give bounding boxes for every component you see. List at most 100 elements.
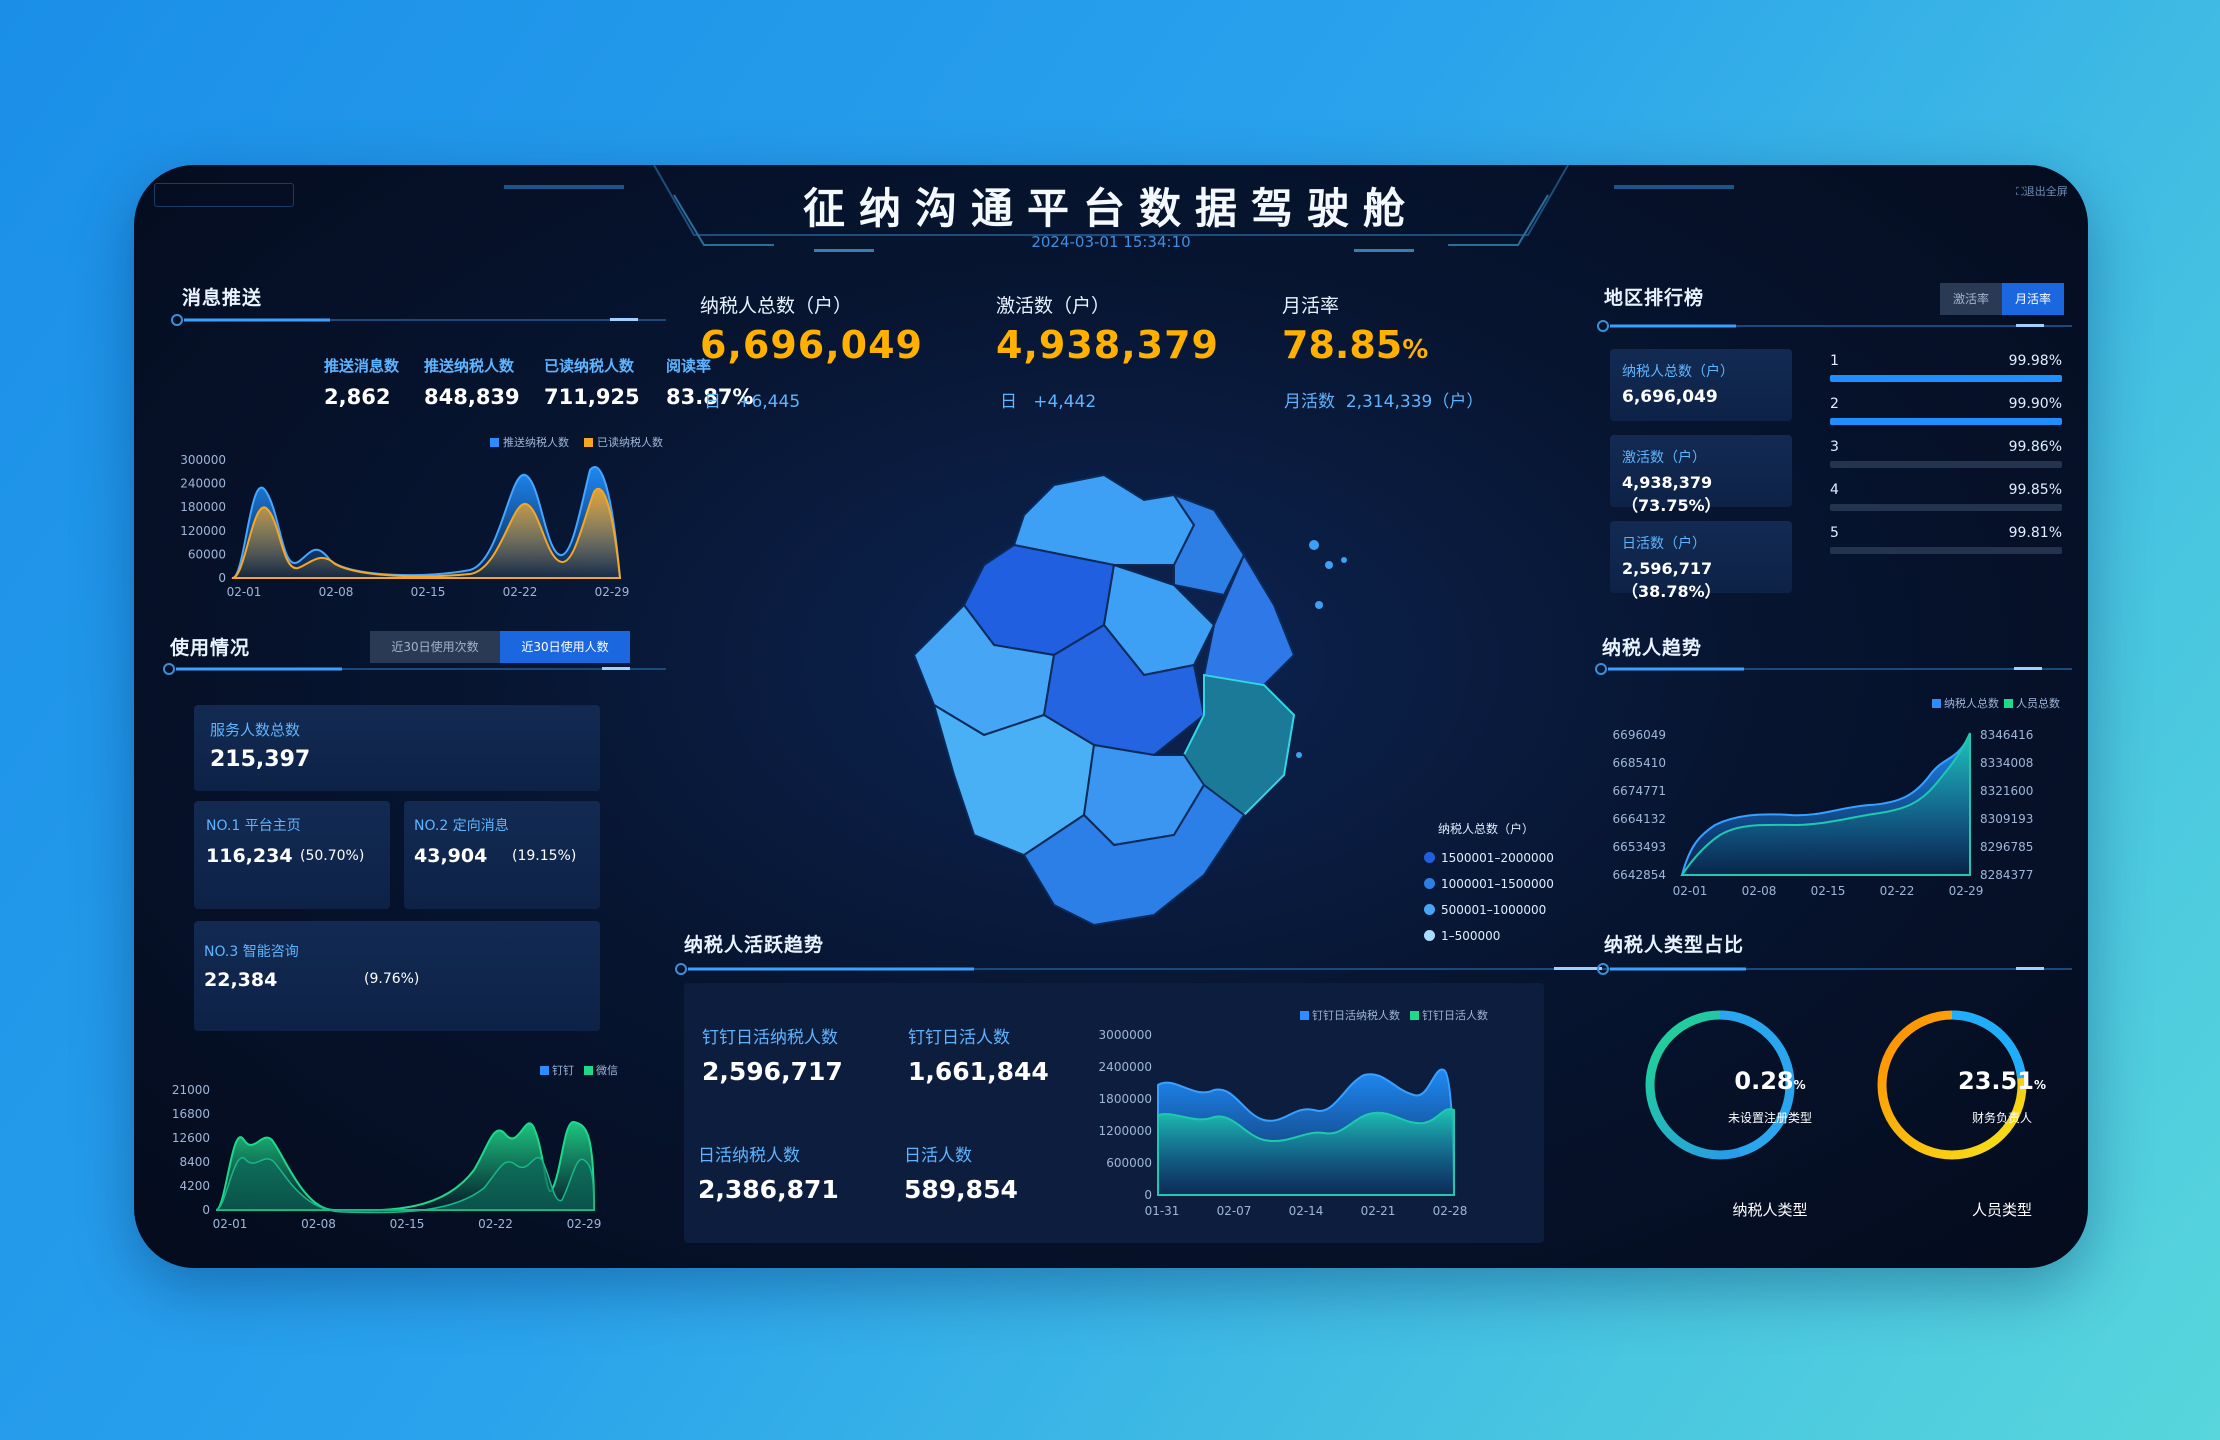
tab-monthly-rate[interactable]: 月活率 bbox=[2002, 283, 2064, 315]
region-rank-row[interactable]: 1 99.98% bbox=[1830, 353, 2062, 396]
region-select[interactable] bbox=[154, 183, 294, 207]
rank-percent: 99.90% bbox=[2008, 396, 2062, 412]
usage-rank-card: NO.1 平台主页 116,234 (50.70%) bbox=[194, 801, 390, 909]
region-rank-row[interactable]: 5 99.81% bbox=[1830, 525, 2062, 568]
x-tick-label: 02-08 bbox=[1742, 884, 1777, 898]
rank-number: 5 bbox=[1830, 525, 1839, 541]
fullscreen-icon: ⛶ bbox=[2016, 185, 2024, 198]
donut-value: 0.28% bbox=[1734, 1067, 1806, 1095]
rank-bar-track bbox=[1830, 547, 2062, 554]
map-legend-item[interactable]: 500001–1000000 bbox=[1424, 897, 1554, 923]
usage-rank-label: NO.3 智能咨询 bbox=[204, 944, 299, 960]
x-tick-label: 02-29 bbox=[1949, 884, 1984, 898]
y-tick-label: 6696049 bbox=[1613, 728, 1666, 742]
kpi-activated-day: 日 +4,442 bbox=[1000, 392, 1097, 412]
tab-activation-rate[interactable]: 激活率 bbox=[1940, 283, 2002, 315]
map-region[interactable] bbox=[1171, 492, 1246, 597]
y-tick-label: 6685410 bbox=[1613, 756, 1666, 770]
usage-rank-pct: (50.70%) bbox=[300, 848, 365, 864]
y-tick-label: 6674771 bbox=[1613, 784, 1666, 798]
map-legend: 1500001–2000000 1000001–1500000 500001–1… bbox=[1424, 845, 1554, 949]
trend-chart: 纳税人总数 人员总数 6696049 6685410 6674771 6664132 6… bbox=[1613, 696, 2060, 898]
map-legend-item[interactable]: 1–500000 bbox=[1424, 923, 1554, 949]
trend-title: 纳税人趋势 bbox=[1602, 637, 1703, 659]
rank-percent: 99.86% bbox=[2008, 439, 2062, 455]
y-tick-label: 1800000 bbox=[1099, 1092, 1152, 1106]
y-tick-label: 180000 bbox=[180, 500, 226, 514]
x-tick-label: 02-28 bbox=[1433, 1204, 1468, 1218]
y-tick-label: 21000 bbox=[172, 1083, 210, 1097]
y-tick-label: 8400 bbox=[179, 1155, 210, 1169]
y-tick-label: 8309193 bbox=[1980, 812, 2033, 826]
map-legend-item[interactable]: 1500001–2000000 bbox=[1424, 845, 1554, 871]
region-title: 地区排行榜 bbox=[1604, 287, 1705, 309]
section-divider bbox=[171, 314, 666, 326]
push-stat-label: 推送消息数 bbox=[324, 357, 400, 375]
map-legend-item[interactable]: 1000001–1500000 bbox=[1424, 871, 1554, 897]
region-card-label: 日活数（户） bbox=[1622, 536, 1706, 552]
rank-bar-track bbox=[1830, 504, 2062, 511]
push-stat-value: 83.87% bbox=[666, 385, 754, 409]
rank-number: 2 bbox=[1830, 396, 1839, 412]
y-tick-label: 240000 bbox=[180, 477, 226, 491]
region-rank-row[interactable]: 2 99.90% bbox=[1830, 396, 2062, 439]
region-card-label: 激活数（户） bbox=[1622, 450, 1706, 466]
x-tick-label: 02-29 bbox=[567, 1217, 602, 1231]
tab-30day-users[interactable]: 近30日使用人数 bbox=[500, 631, 630, 663]
series-area-dt-users bbox=[1157, 1108, 1455, 1196]
region-rank-row[interactable]: 4 99.85% bbox=[1830, 482, 2062, 525]
legend-label: 微信 bbox=[596, 1063, 618, 1077]
region-rank-row[interactable]: 3 99.86% bbox=[1830, 439, 2062, 482]
legend-label: 钉钉日活纳税人数 bbox=[1312, 1008, 1400, 1022]
rank-percent: 99.81% bbox=[2008, 525, 2062, 541]
map-region[interactable] bbox=[1022, 783, 1246, 927]
y-tick-label: 6653493 bbox=[1613, 840, 1666, 854]
x-tick-label: 02-01 bbox=[213, 1217, 248, 1231]
legend-label: 钉钉 bbox=[552, 1064, 574, 1077]
legend-label: 纳税人总数 bbox=[1944, 696, 1999, 710]
series-area-persons bbox=[1680, 732, 1971, 876]
section-divider bbox=[1597, 963, 2072, 975]
rank-bar-fill bbox=[1830, 375, 2062, 382]
usage-title: 使用情况 bbox=[170, 637, 251, 659]
header-datetime: 2024-03-01 15:34:10 bbox=[1031, 233, 1191, 251]
activity-stat-label: 日活纳税人数 bbox=[698, 1146, 800, 1166]
rank-bar-fill bbox=[1830, 547, 2062, 554]
donut-caption: 人员类型 bbox=[1971, 1201, 2032, 1219]
activity-stat-value: 2,386,871 bbox=[698, 1175, 839, 1204]
activity-stat-label: 钉钉日活纳税人数 bbox=[702, 1028, 838, 1048]
push-stat-value: 711,925 bbox=[544, 385, 640, 409]
x-tick-label: 02-08 bbox=[319, 585, 354, 599]
activity-title: 纳税人活跃趋势 bbox=[684, 934, 825, 956]
x-tick-label: 02-07 bbox=[1217, 1204, 1252, 1218]
y-tick-label: 120000 bbox=[180, 524, 226, 538]
activity-stat-value: 2,596,717 bbox=[702, 1057, 843, 1086]
region-card-value: 6,696,049 bbox=[1622, 387, 1718, 407]
legend-label: 已读纳税人数 bbox=[597, 435, 663, 449]
x-tick-label: 02-01 bbox=[1673, 884, 1708, 898]
kpi-activated-value: 4,938,379 bbox=[996, 323, 1219, 367]
y-tick-label: 2400000 bbox=[1099, 1060, 1152, 1074]
x-tick-label: 02-14 bbox=[1289, 1204, 1324, 1218]
section-divider bbox=[163, 663, 666, 675]
y-tick-label: 1200000 bbox=[1099, 1124, 1152, 1138]
section-divider bbox=[1597, 320, 2072, 332]
rank-number: 3 bbox=[1830, 439, 1839, 455]
push-stat-label: 推送纳税人数 bbox=[424, 357, 515, 375]
kpi-mau: 月活数 2,314,339（户） bbox=[1284, 392, 1484, 412]
series-area-read bbox=[231, 487, 622, 579]
legend-label: 人员总数 bbox=[2016, 696, 2060, 710]
tab-30day-count[interactable]: 近30日使用次数 bbox=[370, 631, 500, 663]
x-tick-label: 02-21 bbox=[1361, 1204, 1396, 1218]
usage-rank-label: NO.1 平台主页 bbox=[206, 818, 301, 834]
service-total-value: 215,397 bbox=[210, 747, 311, 772]
kpi-taxpayers-label: 纳税人总数（户） bbox=[700, 295, 853, 317]
series-area-dingtalk bbox=[215, 1157, 595, 1214]
push-stat-label: 已读纳税人数 bbox=[544, 357, 635, 375]
kpi-taxpayers-day: 日 +6,445 bbox=[704, 392, 801, 412]
y-tick-label: 3000000 bbox=[1099, 1028, 1152, 1042]
x-tick-label: 02-29 bbox=[595, 585, 630, 599]
exit-fullscreen-button[interactable]: ⛶退出全屏 bbox=[2016, 185, 2068, 198]
legend-label: 钉钉日活人数 bbox=[1422, 1009, 1488, 1022]
region-card: 纳税人总数（户） 6,696,049 bbox=[1610, 349, 1792, 421]
